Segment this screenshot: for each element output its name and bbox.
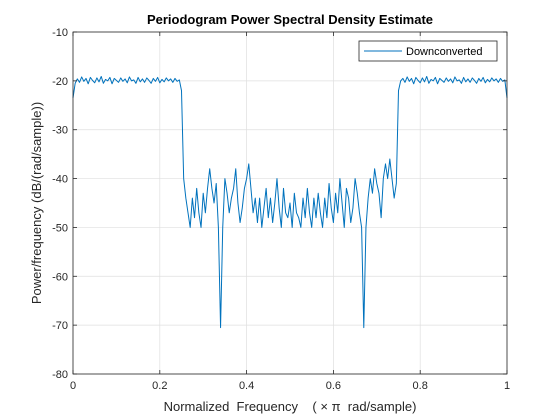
y-tick-label: -10 xyxy=(52,27,68,39)
x-tick-labels: 0 0.2 0.4 0.6 0.8 1 xyxy=(70,380,510,392)
series-line-downconverted xyxy=(72,75,508,329)
y-tick-label: -60 xyxy=(52,271,68,283)
x-tick-label: 1 xyxy=(504,380,510,392)
y-tick-labels: -80 -70 -60 -50 -40 -30 -20 -10 xyxy=(52,27,68,381)
chart-title: Periodogram Power Spectral Density Estim… xyxy=(147,12,433,27)
ticks xyxy=(72,31,508,375)
x-tick-label: 0.2 xyxy=(152,380,167,392)
y-tick-label: -40 xyxy=(52,174,68,186)
legend: Downconverted xyxy=(358,40,498,62)
y-tick-label: -50 xyxy=(52,222,68,234)
x-tick-label: 0.4 xyxy=(239,380,254,392)
legend-label-downconverted: Downconverted xyxy=(406,46,482,58)
x-tick-label: 0 xyxy=(70,380,76,392)
axes-box xyxy=(72,31,508,375)
y-tick-label: -70 xyxy=(52,320,68,332)
legend-box xyxy=(358,40,498,62)
x-tick-label: 0.8 xyxy=(413,380,428,392)
x-tick-label: 0.6 xyxy=(326,380,341,392)
series-layer xyxy=(72,75,508,329)
x-axis-label: Normalized Frequency ( × π rad/sample) xyxy=(164,399,417,414)
y-tick-label: -80 xyxy=(52,369,68,381)
y-axis-label: Power/frequency (dB/(rad/sample)) xyxy=(29,102,44,304)
y-tick-label: -30 xyxy=(52,125,68,137)
y-tick-label: -20 xyxy=(52,76,68,88)
